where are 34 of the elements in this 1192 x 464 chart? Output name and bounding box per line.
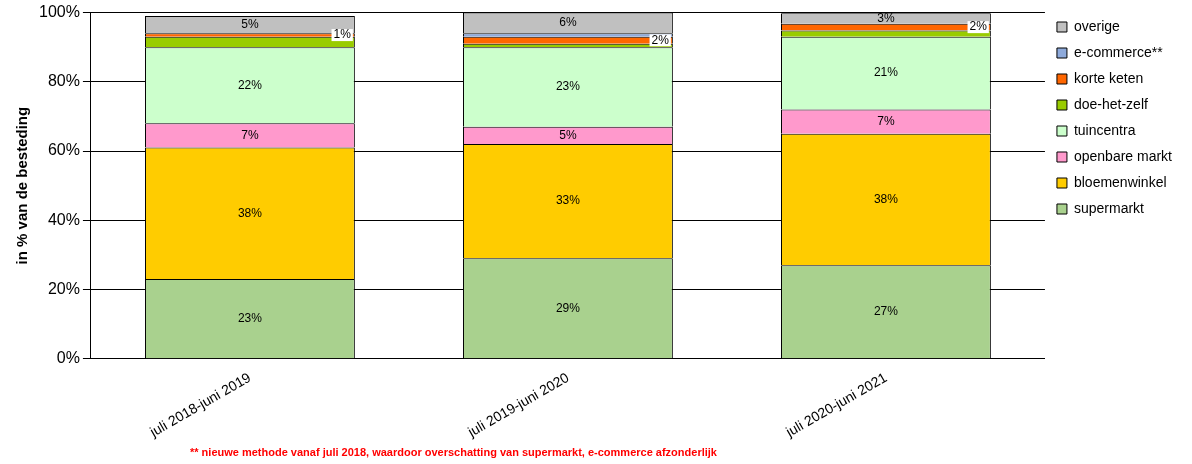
legend-label: e-commerce** [1073, 43, 1164, 60]
data-label: 2% [651, 32, 670, 47]
data-label: 5% [559, 127, 577, 142]
legend-label: bloemenwinkel [1073, 173, 1167, 190]
legend-label: openbare markt [1073, 147, 1173, 164]
data-label: 3% [877, 10, 895, 25]
data-label: 21% [873, 65, 899, 80]
data-label: 5% [241, 17, 259, 32]
legend-label: overige [1073, 17, 1121, 34]
legend-label: tuincentra [1073, 121, 1136, 138]
y-tick-label: 20% [47, 279, 80, 297]
data-label: 38% [873, 191, 899, 206]
data-label: 38% [237, 205, 263, 220]
data-label: 1% [333, 27, 352, 42]
legend-label: korte keten [1073, 69, 1144, 86]
y-tick-label: 40% [47, 210, 80, 228]
y-tick-label: 80% [47, 72, 80, 90]
data-label: 7% [241, 127, 259, 142]
data-label: 29% [555, 300, 581, 315]
data-label: 27% [873, 303, 899, 318]
data-label: 22% [237, 77, 263, 92]
y-tick-label: 100% [39, 3, 80, 21]
legend-label: supermarkt [1073, 199, 1145, 216]
data-label: 6% [559, 15, 577, 30]
y-tick-label: 60% [47, 141, 80, 159]
data-label: 2% [969, 19, 988, 34]
data-label: 23% [237, 310, 263, 325]
data-label: 7% [877, 113, 895, 128]
text: ** nieuwe methode vanaf juli 2018, waardoor overschatting van supermarkt, e-commerce afzonderlijk [190, 446, 717, 458]
data-label: 33% [555, 193, 581, 208]
y-tick-label: 0% [56, 349, 80, 367]
y-axis-title: in % van de besteding [13, 106, 31, 265]
legend-label: doe-het-zelf [1073, 95, 1148, 112]
data-label: 23% [555, 79, 581, 94]
